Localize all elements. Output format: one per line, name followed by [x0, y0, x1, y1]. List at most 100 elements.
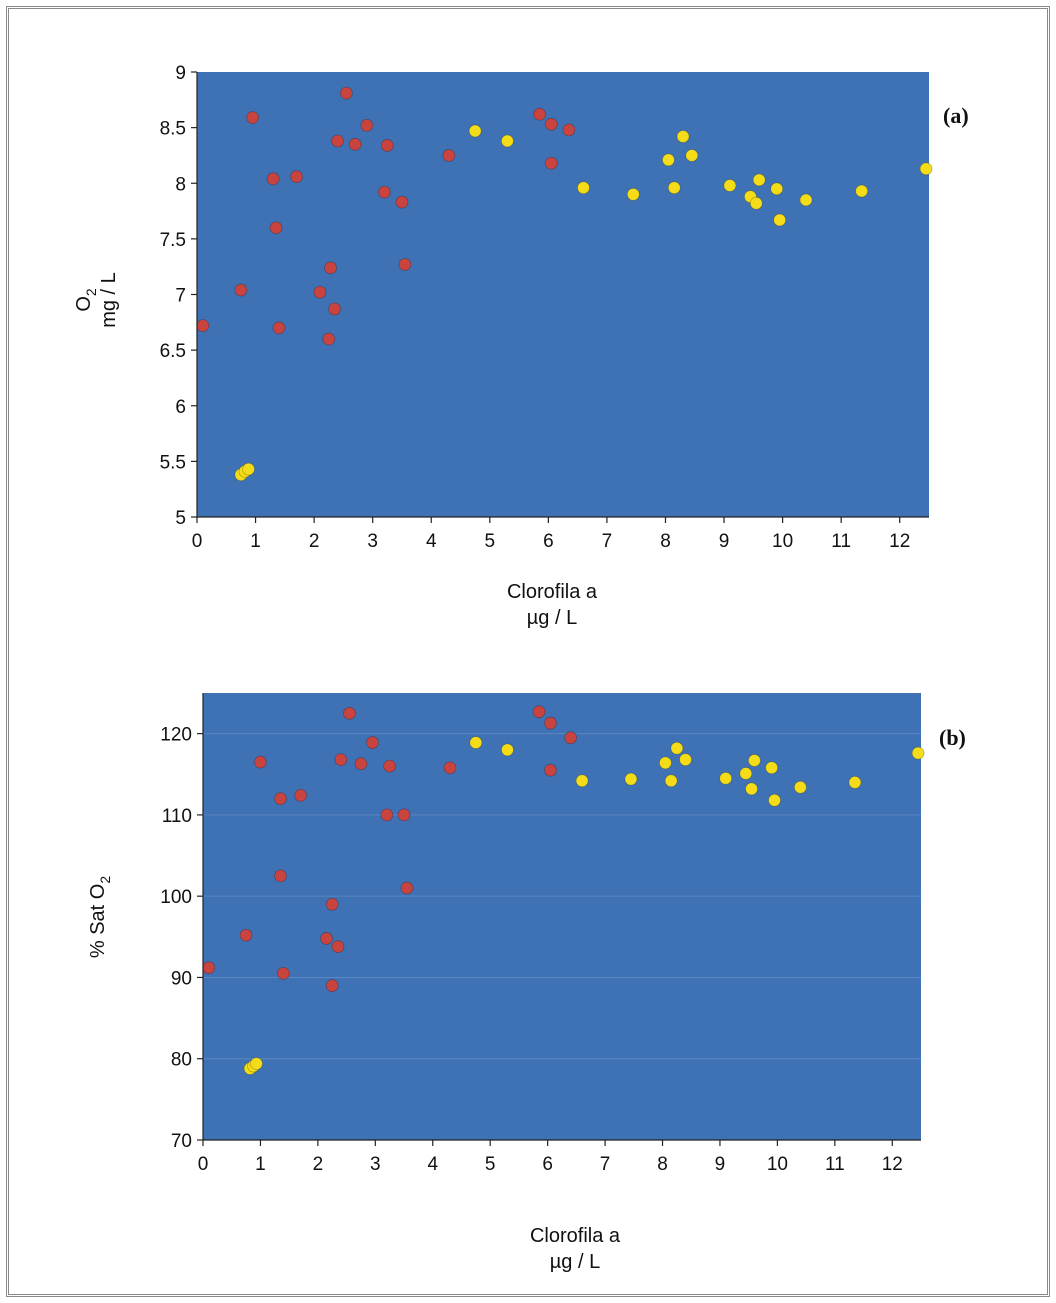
svg-text:% Sat O2: % Sat O2 [87, 876, 113, 958]
chart-b-point-series-1 [274, 792, 287, 806]
chart-a-point-series-1 [562, 123, 576, 137]
chart-b-point-series-2 [469, 736, 483, 749]
chart-b-point-series-1 [443, 761, 457, 775]
chart-a-ylabel-line1: O2 [73, 288, 99, 312]
chart-b-point-series-2 [745, 782, 758, 796]
chart-a-x-tick-label: 3 [367, 531, 378, 552]
chart-a-point-series-2 [855, 184, 869, 198]
chart-a-point-series-1 [266, 172, 280, 186]
chart-b-point-series-2 [765, 761, 779, 775]
chart-b-point-series-2 [250, 1057, 263, 1071]
chart-b-point-series-1 [331, 940, 345, 953]
chart-a-point-series-1 [533, 107, 546, 121]
chart-a-x-tick-label: 8 [660, 531, 671, 552]
chart-a-point-series-1 [339, 86, 353, 100]
chart-b-x-tick-label: 11 [825, 1154, 845, 1175]
chart-a-panel-label: (a) [943, 103, 969, 128]
chart-a-point-series-1 [324, 261, 337, 275]
chart-b-point-series-2 [670, 741, 684, 755]
chart-a-point-series-2 [577, 181, 590, 195]
chart-a-y-tick-label: 6.5 [160, 341, 186, 362]
chart-a-x-tick-label: 9 [719, 531, 730, 552]
chart-a-tick-labels: 55.566.577.588.590 1 2 3 4 5 6 7 8 9 10 11 12 [160, 63, 911, 552]
chart-a-y-tick-label: 7.5 [160, 230, 186, 251]
chart-a-point-series-2 [676, 130, 690, 143]
chart-a-point-series-2 [500, 134, 514, 148]
chart-b-point-series-2 [793, 780, 807, 794]
chart-b-point-series-1 [544, 716, 557, 730]
chart-a-point-series-1 [380, 139, 394, 152]
chart-a-point-series-1 [234, 283, 248, 297]
chart-b-point-series-1 [277, 966, 290, 980]
chart-b-x-tick-label: 8 [657, 1154, 668, 1175]
chart-a-point-series-2 [667, 181, 681, 195]
chart-b-point-series-2 [664, 774, 678, 788]
chart-a-x-tick-label: 6 [543, 531, 554, 552]
chart-a-x-tick-label: 4 [426, 531, 437, 552]
chart-a-point-series-2 [919, 162, 933, 176]
chart-b-point-series-1 [254, 755, 267, 769]
chart-a-x-tick-label: 11 [831, 531, 851, 552]
chart-b-point-series-1 [544, 763, 557, 777]
chart-a-ylabel-line2: mg / L [98, 272, 120, 328]
chart-b-plot-area [203, 693, 921, 1140]
chart-a-y-tick-label: 8.5 [160, 119, 186, 140]
chart-b-xlabel-line2: µg / L [550, 1251, 600, 1273]
chart-a-x-tick-label: 7 [602, 531, 613, 552]
chart-b-point-series-2 [739, 767, 753, 780]
chart-a-point-series-2 [752, 173, 766, 187]
chart-b-point-series-2 [679, 753, 692, 767]
chart-a-ylabel: O2 mg / L [73, 272, 120, 328]
chart-a-x-tick-label: 0 [192, 531, 203, 552]
chart-a-x-tick-label: 2 [309, 531, 320, 552]
chart-b-panel-label: (b) [939, 725, 966, 750]
chart-a-axes [191, 71, 929, 523]
chart-b-point-series-2 [748, 754, 761, 767]
chart-b-point-series-2 [911, 746, 925, 760]
chart-a-y-tick-label: 5.5 [160, 452, 186, 473]
chart-b-point-series-1 [400, 881, 414, 895]
chart-b-point-series-1 [354, 757, 368, 771]
chart-a-point-series-1 [269, 221, 283, 235]
chart-b-point-series-1 [239, 928, 253, 942]
chart-a-point-series-1 [290, 170, 303, 183]
chart-b-point-series-1 [564, 731, 578, 745]
chart-b-y-tick-label: 100 [160, 887, 192, 908]
chart-b-gridlines [203, 733, 921, 1060]
chart-b-point-series-1 [343, 706, 356, 720]
chart-a-point-series-1 [544, 156, 558, 170]
chart-b-point-series-2 [624, 772, 638, 786]
chart-a-point-series-1 [272, 321, 286, 335]
chart-a-point-series-2 [773, 213, 787, 227]
chart-a-point-series-2 [799, 193, 813, 207]
chart-b-x-tick-label: 1 [255, 1154, 266, 1175]
chart-a-point-series-1 [398, 258, 412, 271]
chart-a-y-tick-label: 5 [175, 508, 186, 529]
chart-a-point-series-2 [468, 124, 482, 138]
chart-a-point-series-1 [246, 111, 260, 125]
chart-b-y-tick-label: 120 [160, 725, 192, 746]
chart-b-x-tick-label: 4 [427, 1154, 438, 1175]
chart-a-point-series-2 [242, 462, 255, 476]
chart-b-point-series-1 [397, 808, 411, 822]
chart-a-point-series-2 [723, 179, 737, 192]
chart-b-point-series-1 [380, 808, 394, 822]
chart-a-point-series-1 [322, 332, 336, 346]
chart-a-point-series-2 [662, 153, 675, 167]
chart-b-point-series-2 [768, 793, 781, 807]
chart-a-point-series-1 [377, 185, 391, 199]
chart-b-point-series-1 [325, 897, 339, 911]
chart-a-y-tick-label: 8 [175, 174, 186, 195]
chart-b-x-tick-label: 5 [485, 1154, 496, 1175]
chart-a-point-series-1 [395, 195, 409, 209]
chart-a-point-series-1 [331, 134, 344, 148]
chart-a-point-series-1 [313, 285, 327, 299]
chart-b-point-series-2 [575, 774, 589, 788]
chart-b-ylabel: % Sat O2 [87, 876, 113, 958]
chart-a-point-series-1 [348, 137, 362, 151]
chart-b-xlabel-line1: Clorofila a [530, 1225, 621, 1247]
chart-b-point-series-2 [501, 743, 514, 757]
chart-b-point-series-1 [274, 869, 287, 883]
